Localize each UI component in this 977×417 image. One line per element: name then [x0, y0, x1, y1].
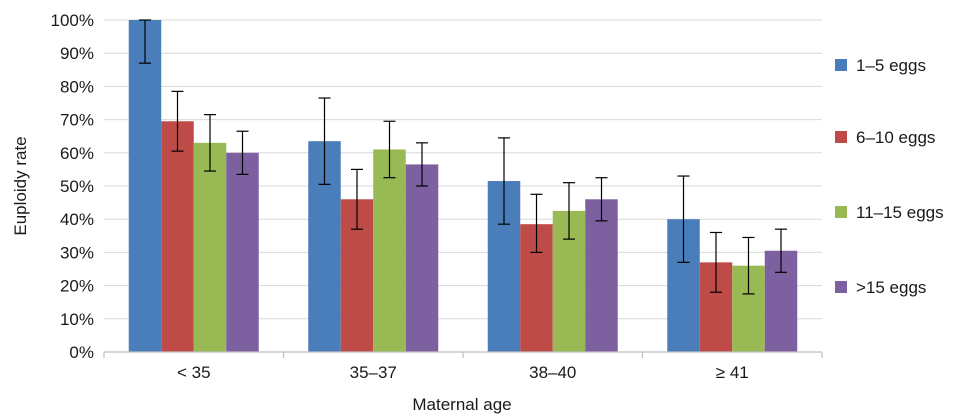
error-bar — [530, 193, 543, 253]
x-axis-ticks: < 35 35–37 38–40 ≥ 41 — [177, 363, 749, 382]
error-bar — [351, 168, 363, 230]
error-bar — [383, 120, 396, 179]
error-bar — [595, 177, 608, 222]
error-bar — [318, 97, 331, 185]
y-tick-label: 90% — [60, 44, 94, 63]
legend-label: 1–5 eggs — [856, 56, 926, 75]
legend-label: 6–10 eggs — [856, 128, 935, 147]
bar — [161, 121, 194, 352]
error-bar — [498, 137, 510, 225]
x-tick-label: 35–37 — [350, 363, 397, 382]
x-tick-label: ≥ 41 — [716, 363, 749, 382]
y-tick-label: 50% — [60, 177, 94, 196]
bars — [128, 20, 798, 352]
error-bar — [416, 142, 428, 187]
y-tick-label: 60% — [60, 144, 94, 163]
legend-item: 1–5 eggs — [835, 56, 926, 75]
legend: 1–5 eggs 6–10 eggs 11–15 eggs >15 eggs — [835, 56, 944, 297]
error-bar — [563, 182, 575, 240]
legend-swatch — [835, 59, 847, 71]
y-tick-label: 10% — [60, 310, 94, 329]
y-tick-label: 20% — [60, 277, 94, 296]
legend-item: 11–15 eggs — [835, 203, 944, 222]
y-axis-ticks: 0% 10% 20% 30% 40% 50% 60% 70% 80% 90% 100% — [51, 11, 94, 362]
legend-swatch — [835, 281, 847, 293]
bar — [193, 142, 227, 352]
error-bar — [775, 228, 787, 273]
bar — [226, 152, 259, 352]
error-bar — [710, 231, 722, 293]
y-tick-label: 70% — [60, 111, 94, 130]
error-bar — [204, 114, 216, 172]
y-tick-label: 0% — [69, 343, 94, 362]
legend-item: 6–10 eggs — [835, 128, 935, 147]
bar — [405, 164, 439, 352]
legend-label: 11–15 eggs — [856, 203, 944, 222]
x-axis-title: Maternal age — [412, 395, 511, 414]
legend-item: >15 eggs — [835, 278, 926, 297]
y-tick-label: 80% — [60, 77, 94, 96]
y-tick-label: 100% — [51, 11, 94, 30]
error-bar — [742, 236, 755, 295]
bar — [585, 199, 618, 352]
bar — [128, 20, 162, 352]
x-tick-label: 38–40 — [529, 363, 576, 382]
y-tick-label: 40% — [60, 210, 94, 229]
x-tick-label: < 35 — [177, 363, 211, 382]
error-bar — [139, 19, 151, 64]
error-bar — [677, 175, 690, 263]
y-axis-title: Euploidy rate — [11, 136, 30, 235]
legend-label: >15 eggs — [856, 278, 926, 297]
error-bars — [139, 19, 787, 295]
legend-swatch — [835, 206, 847, 218]
legend-swatch — [835, 131, 847, 143]
error-bar — [236, 130, 249, 175]
bar — [373, 149, 406, 352]
y-tick-label: 30% — [60, 243, 94, 262]
x-axis — [103, 351, 823, 358]
error-bar — [171, 90, 184, 152]
